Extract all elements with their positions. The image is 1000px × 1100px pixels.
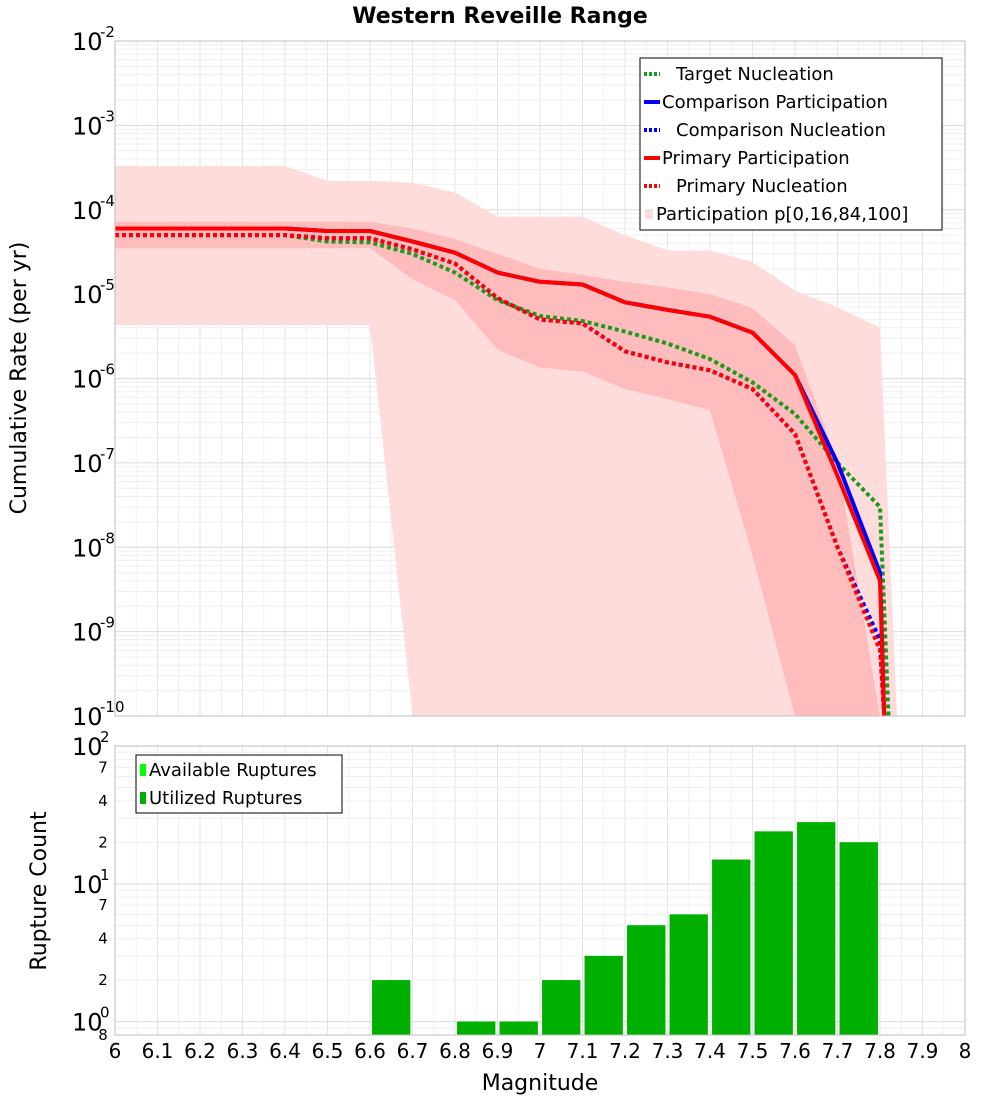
legend-label: Utilized Ruptures	[149, 788, 302, 809]
y-tick-label: 10	[72, 733, 103, 761]
x-tick-label: 7.1	[567, 1039, 599, 1063]
x-tick-label: 7.7	[822, 1039, 854, 1063]
bar	[754, 831, 793, 1035]
y-tick-label: 10	[72, 534, 103, 562]
bar	[372, 980, 411, 1035]
y-tick-exponent: -9	[100, 614, 115, 632]
bottom-legend: Available Ruptures Utilized Ruptures	[135, 754, 343, 814]
x-tick-label: 7.8	[864, 1039, 896, 1063]
bar	[584, 955, 623, 1035]
legend-label: Participation p[0,16,84,100]	[656, 204, 908, 225]
legend-label: Available Ruptures	[149, 760, 317, 781]
x-tick-label: 7.5	[737, 1039, 769, 1063]
bar	[627, 925, 666, 1035]
bar	[712, 859, 751, 1035]
x-tick-label: 6.9	[482, 1039, 514, 1063]
series-line	[115, 233, 887, 717]
top-bands	[115, 166, 897, 717]
y-tick-exponent: -5	[100, 276, 115, 294]
legend-box	[135, 754, 343, 814]
x-tick-label: 6.2	[184, 1039, 216, 1063]
y-tick-label: 10	[72, 450, 103, 478]
legend-label: Comparison Nucleation	[676, 120, 886, 141]
legend-label: Comparison Participation	[662, 92, 888, 113]
x-tick-label: 6	[109, 1039, 122, 1063]
bar	[797, 822, 836, 1035]
x-tick-label: 7.4	[694, 1039, 726, 1063]
y-tick-label: 10	[72, 619, 103, 647]
legend-box	[639, 57, 943, 231]
y-tick-label: 10	[72, 281, 103, 309]
y-tick-label: 2	[98, 833, 108, 851]
top-y-axis-label: Cumulative Rate (per yr)	[7, 242, 32, 515]
x-tick-label: 6.8	[439, 1039, 471, 1063]
bottom-y-axis-label: Rupture Count	[27, 811, 52, 971]
legend-swatch	[140, 792, 146, 804]
y-tick-label: 2	[98, 971, 108, 989]
y-tick-label: 4	[98, 792, 108, 810]
y-tick-exponent: 1	[100, 866, 110, 884]
y-tick-exponent: -4	[100, 192, 115, 210]
y-tick-exponent: -6	[100, 361, 115, 379]
x-tick-label: 6.3	[227, 1039, 259, 1063]
x-ticks: 6 6.1 6.2 6.3 6.4 6.5 6.6 6.7 6.8 6.9 7 7.1 7.2 7.3 7.…	[109, 1039, 972, 1063]
x-axis-label: Magnitude	[482, 1071, 599, 1096]
x-tick-label: 7.3	[652, 1039, 684, 1063]
x-tick-label: 6.4	[269, 1039, 301, 1063]
confidence-band	[115, 221, 880, 717]
x-tick-label: 6.5	[312, 1039, 344, 1063]
top-y-ticks: 10-210-310-410-510-610-710-810-910-10	[72, 23, 125, 731]
top-series	[115, 226, 891, 717]
y-tick-label: 10	[72, 28, 103, 56]
legend-label: Primary Nucleation	[676, 176, 848, 197]
bar	[457, 1021, 496, 1035]
top-plot: 10-210-310-410-510-610-710-810-910-10 Cu…	[7, 23, 966, 731]
y-tick-label: 7	[98, 758, 108, 776]
x-tick-label: 6.1	[142, 1039, 174, 1063]
x-tick-label: 7.9	[907, 1039, 939, 1063]
x-tick-label: 7	[534, 1039, 547, 1063]
y-tick-label: 7	[98, 896, 108, 914]
legend-label: Target Nucleation	[675, 64, 834, 85]
bottom-plot-frame	[114, 745, 966, 1036]
y-tick-label: 10	[72, 1009, 103, 1037]
y-tick-label: 10	[72, 703, 103, 731]
y-tick-exponent: -3	[100, 107, 115, 125]
y-tick-label: 10	[72, 366, 103, 394]
top-plot-frame	[114, 40, 966, 717]
legend-swatch	[140, 764, 146, 776]
y-tick-exponent: 2	[100, 728, 110, 746]
x-tick-label: 7.2	[609, 1039, 641, 1063]
series-line	[115, 233, 891, 717]
y-tick-label: 8	[98, 1026, 108, 1044]
x-tick-label: 6.7	[397, 1039, 429, 1063]
y-tick-label: 10	[72, 871, 103, 899]
y-tick-exponent: -10	[100, 698, 125, 716]
x-tick-label: 8	[959, 1039, 972, 1063]
bar	[499, 1021, 538, 1035]
y-tick-exponent: -8	[100, 529, 115, 547]
y-tick-label: 4	[98, 930, 108, 948]
series-line	[115, 226, 887, 717]
legend-swatch	[645, 209, 653, 219]
y-tick-exponent: 0	[100, 1004, 110, 1022]
y-tick-label: 10	[72, 197, 103, 225]
bar	[669, 914, 708, 1035]
bar	[839, 842, 878, 1035]
y-tick-exponent: -7	[100, 445, 115, 463]
top-legend: Target Nucleation Comparison Participatio…	[639, 57, 943, 231]
x-tick-label: 6.6	[354, 1039, 386, 1063]
chart-title: Western Reveille Range	[352, 4, 648, 29]
y-tick-exponent: -2	[100, 23, 115, 41]
bottom-bars	[372, 822, 878, 1035]
y-tick-label: 10	[72, 112, 103, 140]
x-tick-label: 7.6	[779, 1039, 811, 1063]
legend-label: Primary Participation	[662, 148, 850, 169]
bar	[542, 980, 581, 1035]
